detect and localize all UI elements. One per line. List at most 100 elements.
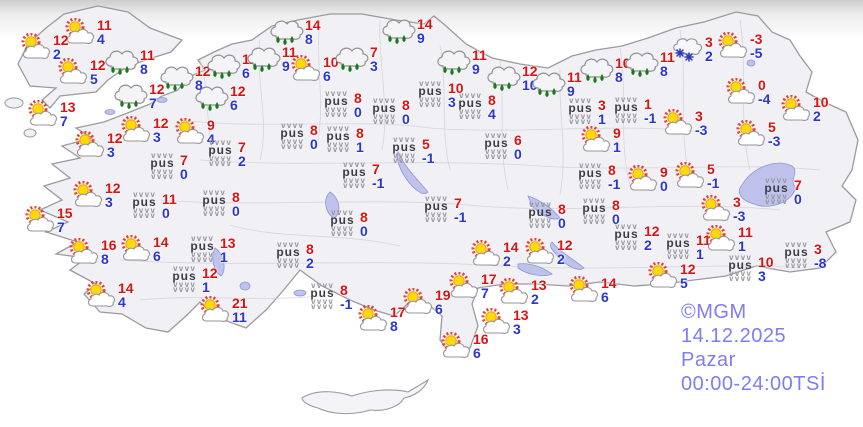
high-temp: 11 [567,69,582,85]
sun-cloud-icon [468,239,502,271]
high-temp: 8 [612,197,620,213]
fog-icon: vvvv pus vvvv vvvv [326,124,351,154]
low-temp: 2 [238,153,246,169]
low-temp: -1 [644,110,657,126]
weather-station: 14 6 [566,275,617,307]
fog-label: pus [484,136,509,150]
weather-station: vvvv pus vvvv vvvv 7 2 [204,139,246,169]
fog-label: pus [728,258,753,272]
weather-station: vvvv pus vvvv vvvv 6 0 [480,131,522,162]
fog-icon: vvvv pus vvvv vvvv [372,96,397,126]
rain-cloud-icon [380,17,416,50]
low-temp: 0 [232,203,240,219]
temperature-pair: 11 8 [660,50,675,78]
rain-cloud-icon [193,84,229,117]
low-temp: 8 [660,63,668,79]
high-temp: 3 [733,194,741,210]
temperature-pair: 12 3 [107,131,123,159]
low-temp: 3 [105,194,113,210]
weather-station: 13 3 [478,307,529,339]
fog-icon: vvvv pus vvvv vvvv [172,264,197,294]
temperature-pair: 19 6 [435,288,451,316]
high-temp: 8 [354,90,362,106]
island [23,128,37,138]
high-temp: 16 [101,237,117,253]
low-temp: 2 [306,255,314,271]
lake-keban [527,195,561,220]
temperature-pair: 12 6 [230,84,246,112]
lake-cildir [746,59,756,67]
temperature-pair: 12 2 [557,238,573,266]
weather-station: vvvv pus vvvv vvvv 8 0 [320,90,362,120]
high-temp: 12 [105,180,121,196]
weather-station: 0 -4 [723,77,771,109]
copyright-label: ©MGM [681,301,747,323]
high-temp: 10 [758,254,774,270]
temperature-pair: 12 2 [53,33,69,61]
weather-station: vvvv pus vvvv vvvv 8 2 [272,240,314,271]
low-temp: 3 [153,129,161,145]
fog-label: pus [578,166,603,180]
low-temp: 6 [601,289,609,305]
sun-cloud-icon [66,237,100,269]
low-temp: 2 [705,48,713,64]
sun-cloud-icon [55,57,89,89]
temperature-pair: 14 2 [503,240,519,268]
weather-station: vvvv pus vvvv vvvv 5 -1 [388,135,434,166]
high-temp: 7 [238,139,246,155]
fog-label: pus [582,201,607,215]
low-temp: -1 [608,176,621,192]
low-temp: 1 [613,139,621,155]
temperature-pair: 21 11 [232,296,248,324]
fog-label: pus [418,84,443,98]
low-temp: 1 [202,279,210,295]
low-temp: 3 [448,94,456,110]
weather-station: vvvv pus vvvv vvvv 8 4 [454,92,495,122]
temperature-pair: 12 8 [195,64,211,92]
weather-station: 10 2 [778,94,829,126]
high-temp: 14 [601,275,617,291]
low-temp: -1 [340,296,353,312]
weather-station: vvvv pus vvvv vvvv 3 -8 [780,240,826,271]
fog-icon: vvvv pus vvvv vvvv [484,131,509,161]
sun-cloud-icon [578,125,612,157]
high-temp: 12 [149,81,165,97]
low-temp: 2 [813,108,821,124]
sun-cloud-icon [715,31,749,63]
temperature-pair: 10 6 [323,55,339,83]
fog-label: pus [330,213,355,227]
temperature-pair: 8 -1 [608,163,620,191]
fog-label: pus [528,205,553,219]
weather-station: vvvv pus vvvv vvvv 3 1 [564,97,605,127]
fog-icon: vvvv pus vvvv vvvv [276,240,301,270]
low-temp: 2 [531,291,539,307]
map-attribution: ©MGM 14.12.2025 Pazar 00:00-24:00TSİ [681,300,863,396]
fog-icon: vvvv pus vvvv vvvv [392,135,417,165]
fog-icon: vvvv pus vvvv vvvv [784,240,809,270]
sun-cloud-icon [72,130,106,162]
low-temp: 3 [370,58,378,74]
sun-cloud-icon [197,295,231,327]
weather-station: 17 7 [446,271,497,303]
fog-label: pus [172,269,197,283]
high-temp: 5 [768,119,776,135]
temperature-pair: 10 3 [448,81,464,109]
temperature-pair: 12 5 [90,58,106,86]
low-temp: -4 [758,91,771,107]
temperature-pair: 12 3 [153,116,169,144]
low-temp: 3 [758,268,766,284]
sun-cloud-icon [400,287,434,319]
low-temp: 2 [53,46,61,62]
temperature-pair: 11 0 [162,192,177,220]
temperature-pair: 7 -1 [372,162,384,190]
high-temp: 0 [758,77,766,93]
temperature-pair: 14 4 [118,281,134,309]
high-temp: 1 [644,96,652,112]
sun-cloud-icon [172,117,206,149]
low-temp: -3 [733,208,746,224]
fog-label: pus [568,101,593,115]
